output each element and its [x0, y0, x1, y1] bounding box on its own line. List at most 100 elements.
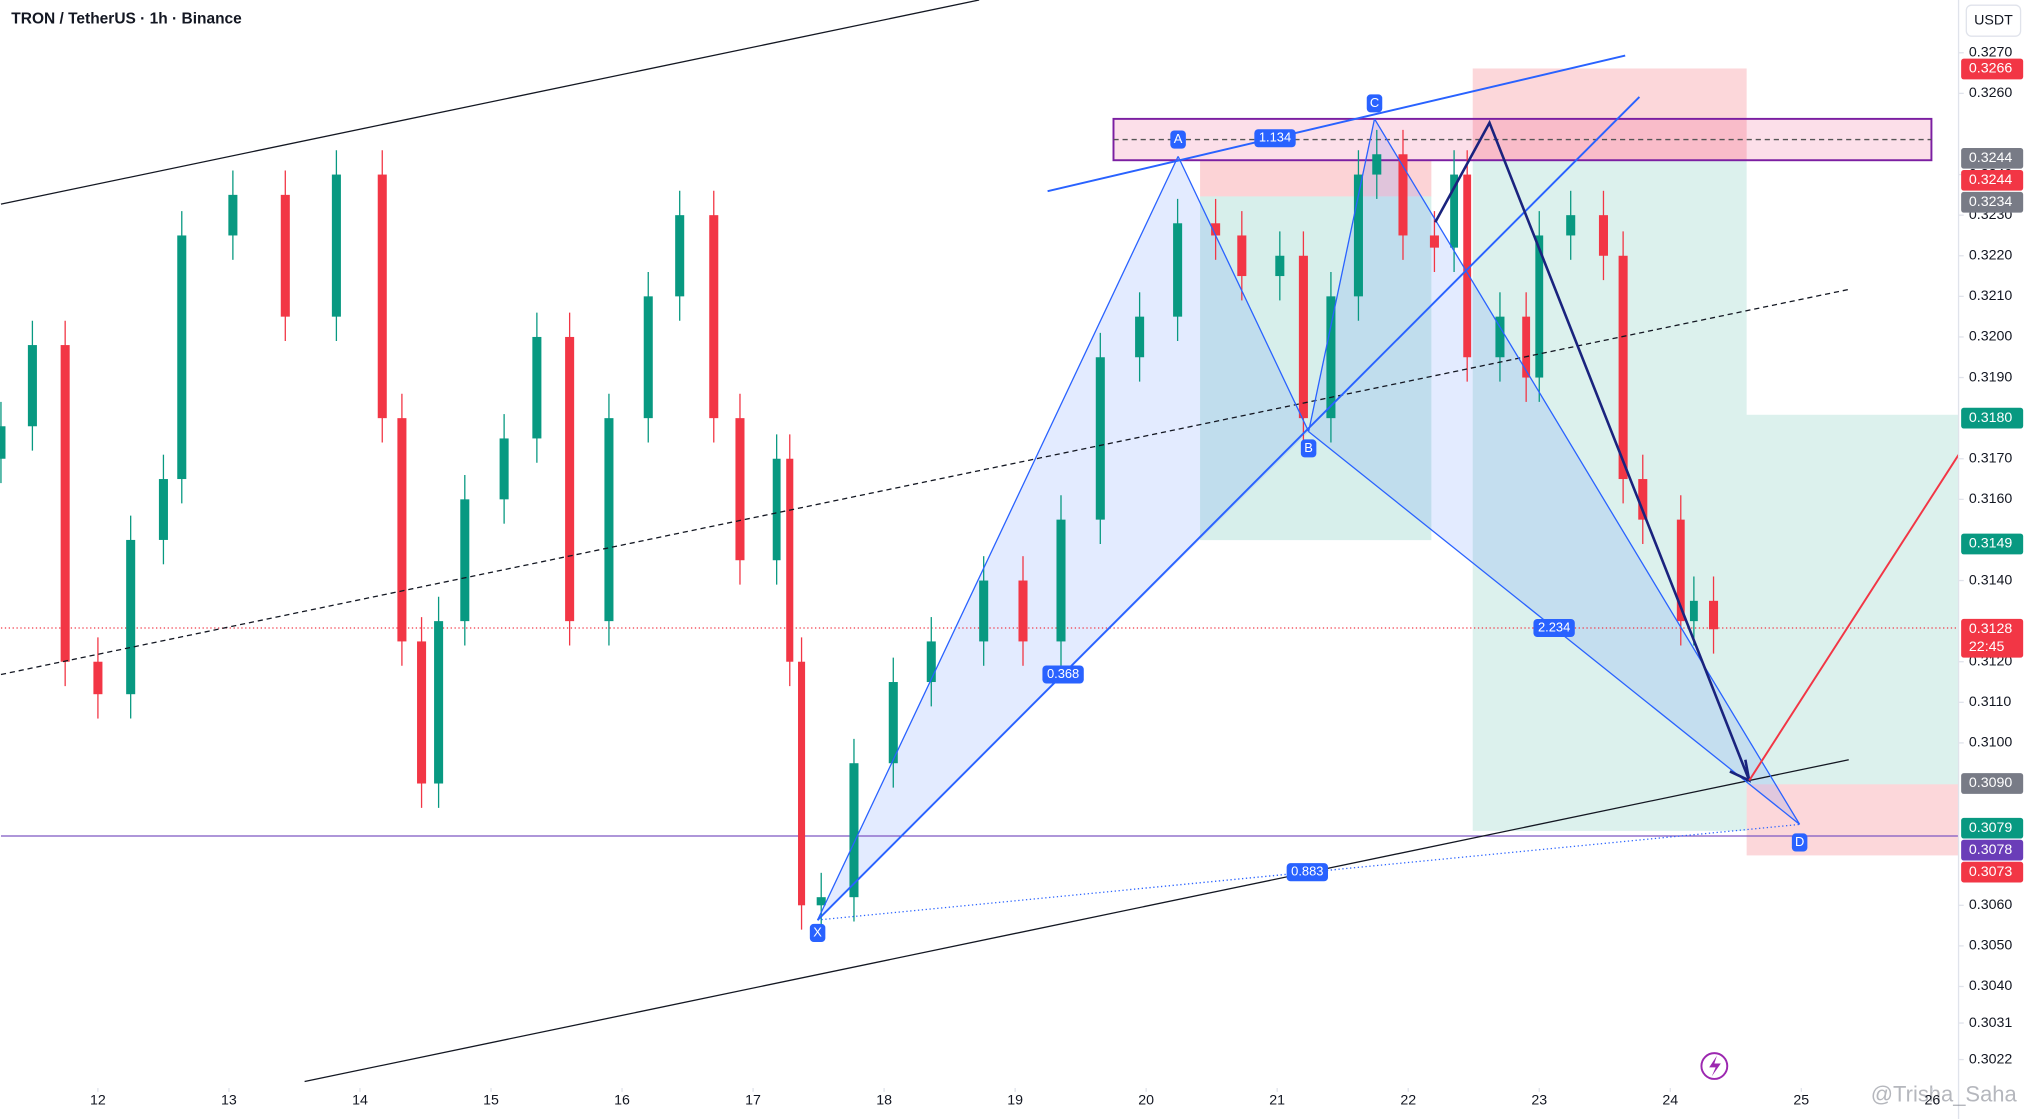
candle-body [1275, 255, 1285, 277]
candle-body [499, 438, 509, 500]
candle-body [1095, 357, 1105, 520]
price-tag [1961, 618, 2024, 658]
x-tick-label: 19 [1007, 1093, 1023, 1109]
currency-label[interactable]: USDT [1974, 12, 2013, 28]
y-tick-label: 0.3050 [1969, 938, 2013, 954]
candle-body [816, 897, 826, 906]
trend-line [816, 96, 1641, 921]
candle-body [1398, 154, 1408, 236]
ratio-label: 1.134 [1259, 130, 1291, 145]
channel-midline [0, 288, 1849, 676]
candle-body [60, 345, 70, 662]
pattern-leg [1177, 156, 1310, 432]
price-tag [1961, 839, 2024, 861]
candle-body [849, 763, 859, 898]
candle-body [735, 418, 745, 561]
trend-line [1047, 54, 1626, 193]
candle-body [1298, 255, 1308, 419]
ratio-label: 0.368 [1047, 666, 1079, 681]
price-tag-label: 0.3149 [1969, 536, 2013, 552]
harmonic-pattern [816, 54, 1801, 921]
candle-body [158, 479, 168, 540]
y-tick-label: 0.3022 [1969, 1051, 2013, 1067]
price-tag [1961, 817, 2024, 839]
target-zone [1472, 160, 1747, 831]
candle-body [1566, 215, 1576, 236]
candle-body [1450, 174, 1459, 248]
stop-zone [1200, 160, 1432, 197]
candle-body [1237, 235, 1247, 277]
pattern-point-label: C [1370, 95, 1379, 110]
pattern-point-badge [1366, 94, 1383, 113]
x-tick-label: 20 [1138, 1093, 1154, 1109]
candle-body [1522, 316, 1531, 378]
pattern-point-badge [1791, 833, 1808, 852]
candle-body [228, 194, 238, 236]
alert-icon[interactable] [1700, 1052, 1729, 1080]
pattern-point-badge [1300, 439, 1317, 458]
y-tick-label: 0.3220 [1969, 248, 2013, 264]
candle-body [1709, 600, 1719, 630]
currency-button[interactable] [1965, 4, 2022, 37]
candle-body [1463, 174, 1472, 358]
y-tick-label: 0.3031 [1969, 1015, 2013, 1031]
stop-zone [1472, 68, 1747, 161]
pattern-point-label: B [1304, 440, 1313, 455]
y-tick-label: 0.3040 [1969, 978, 2013, 994]
pattern-point-label: D [1795, 834, 1804, 849]
candle-body [532, 336, 542, 439]
candle-body [798, 661, 806, 906]
price-tag-label: 0.3266 [1969, 61, 2013, 77]
price-tag [1961, 773, 2024, 794]
candle-body [377, 174, 387, 419]
target-zone [1746, 414, 1959, 785]
candle-body [1689, 600, 1698, 622]
y-tick-label: 0.3170 [1969, 450, 2013, 466]
price-tag-label: 0.3234 [1969, 194, 2013, 210]
candle-body [1598, 215, 1608, 256]
price-tag [1961, 147, 2024, 169]
pattern-point-label: A [1174, 131, 1183, 146]
y-tick-label: 0.3110 [1969, 694, 2011, 710]
x-tick-label: 22 [1400, 1093, 1416, 1109]
candle-body [786, 458, 794, 662]
channel-line [304, 759, 1849, 1083]
candle-body [93, 661, 103, 695]
candle-body [1056, 519, 1066, 642]
watermark: @Trisha_Saha [1871, 1082, 2018, 1107]
candle-body [1018, 580, 1028, 642]
candle-body [1211, 223, 1221, 236]
price-tag-label: 0.3128 [1969, 621, 2013, 637]
candle-body [1618, 255, 1628, 480]
candle-body [1535, 235, 1544, 378]
pattern-point-badge [809, 923, 826, 942]
price-tag [1961, 861, 2024, 883]
candle-body [331, 174, 341, 317]
candle-body [888, 682, 898, 764]
candle-body [1353, 174, 1363, 297]
pattern-leg [817, 156, 1179, 921]
y-tick-label: 0.3210 [1969, 288, 2013, 304]
candle-body [675, 215, 685, 297]
candle-body [177, 235, 187, 480]
y-tick-label: 0.3100 [1969, 735, 2013, 751]
pattern-fill [1308, 118, 1800, 825]
candle-body [460, 499, 470, 622]
y-tick-label: 0.3270 [1969, 45, 2013, 61]
price-tag-label: 0.3079 [1969, 820, 2013, 836]
candle-body [979, 580, 989, 642]
chart-title: TRON / TetherUS · 1h · Binance [11, 10, 242, 27]
candle-body [397, 418, 407, 642]
ratio-badge [1533, 618, 1575, 638]
drawings-under [0, 68, 1959, 921]
candle-body [1676, 519, 1685, 622]
x-tick-label: 18 [876, 1093, 892, 1109]
candle-body [926, 641, 936, 683]
price-tag-label: 0.3244 [1969, 150, 2013, 166]
x-tick-label: 21 [1269, 1093, 1285, 1109]
price-tag [1961, 407, 2024, 429]
candle-body [417, 641, 427, 784]
pattern-point-badge [1170, 130, 1186, 149]
x-tick-label: 16 [614, 1093, 630, 1109]
